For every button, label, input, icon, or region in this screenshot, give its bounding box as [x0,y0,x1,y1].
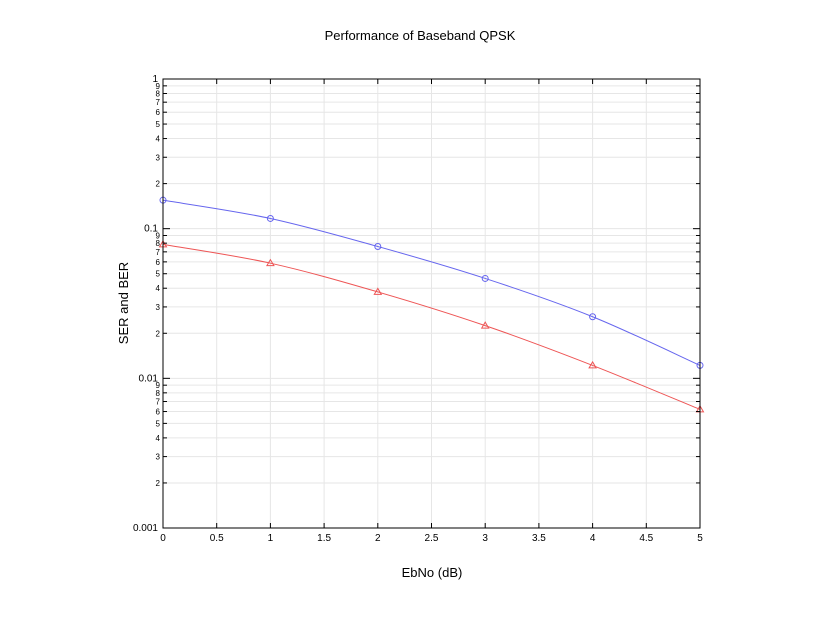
y-minor-tick-label: 5 [156,120,161,129]
x-tick-label: 0.5 [210,533,224,544]
x-tick-label: 3.5 [532,533,546,544]
series-layer [158,196,705,413]
series-2-point [588,360,597,369]
series-2-point [480,321,490,329]
y-minor-tick-label: 3 [156,303,161,312]
y-axis-label: SER and BER [116,262,131,344]
y-minor-tick-label: 9 [156,381,161,390]
plot-frame [162,78,701,529]
y-minor-tick-label: 6 [156,108,161,117]
series-2-point [373,287,383,295]
y-minor-tick-label: 9 [156,82,161,91]
chart-title: Performance of Baseband QPSK [325,28,516,43]
y-minor-tick-label: 2 [156,479,161,488]
y-tick-label: 0.01 [139,373,159,384]
x-tick-label: 4.5 [639,533,653,544]
x-tick-label: 2 [375,533,381,544]
x-tick-label: 5 [697,533,703,544]
y-minor-tick-label: 2 [156,180,161,189]
y-minor-tick-label: 6 [156,408,161,417]
y-minor-tick-label: 3 [156,153,161,162]
series-1-point [481,274,489,282]
y-minor-tick-label: 9 [156,232,161,241]
y-tick-label: 1 [152,74,158,85]
y-minor-tick-label: 8 [156,90,161,99]
y-tick-label: 0.001 [133,523,158,534]
series-line-1 [162,199,701,366]
y-minor-tick-label: 8 [156,239,161,248]
y-minor-tick-label: 2 [156,329,161,338]
x-tick-label: 3 [482,533,488,544]
x-tick-label: 2.5 [425,533,439,544]
y-minor-tick-label: 4 [156,284,161,293]
x-tick-label: 1.5 [317,533,331,544]
x-tick-label: 1 [268,533,274,544]
y-minor-tick-label: 7 [156,98,161,107]
y-minor-tick-label: 4 [156,135,161,144]
grid [162,78,701,529]
series-1-point [266,214,274,222]
y-minor-tick-label: 5 [156,419,161,428]
y-tick-label: 0.1 [144,224,158,235]
y-minor-tick-label: 5 [156,270,161,279]
y-minor-tick-label: 4 [156,434,161,443]
y-minor-tick-label: 7 [156,398,161,407]
y-minor-tick-label: 8 [156,389,161,398]
series-2-point [266,258,275,267]
y-minor-tick-label: 7 [156,248,161,257]
x-tick-label: 0 [160,533,166,544]
y-minor-tick-label: 3 [156,453,161,462]
series-1-point [589,313,597,321]
axes: 0 0.5 1 1.5 2 2.5 3 3.5 4 4.5 50.0010.010.11234567… [133,74,703,544]
x-tick-label: 4 [590,533,596,544]
x-axis-label: EbNo (dB) [402,565,463,580]
series-1-point [374,243,382,251]
series-line-2 [162,243,701,410]
y-minor-tick-label: 6 [156,258,161,267]
